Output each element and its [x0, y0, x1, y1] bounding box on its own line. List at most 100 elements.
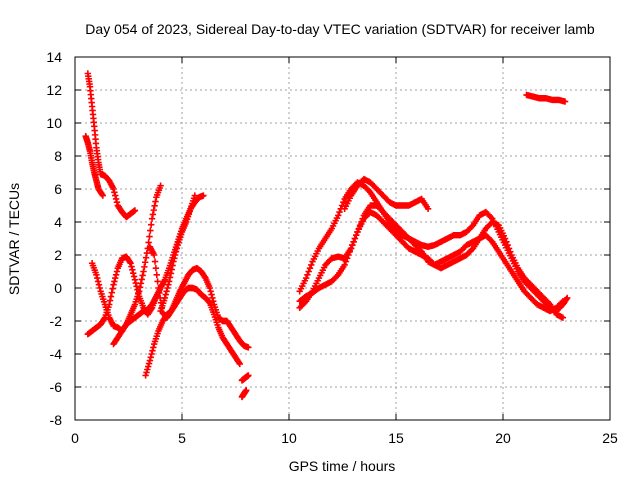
data-point	[345, 251, 352, 259]
data-point	[112, 271, 120, 278]
data-point	[347, 245, 355, 252]
data-point	[487, 214, 495, 221]
data-point	[131, 276, 139, 283]
data-point	[559, 314, 567, 321]
data-point	[141, 263, 148, 271]
data-point	[139, 272, 146, 279]
data-point	[111, 278, 118, 285]
data-point	[130, 273, 138, 280]
data-point	[110, 185, 117, 193]
data-point	[359, 215, 366, 222]
series-s14	[341, 175, 432, 212]
data-point	[112, 274, 119, 282]
data-point	[98, 191, 106, 198]
data-point	[106, 297, 114, 304]
data-point	[157, 182, 164, 189]
data-point	[100, 315, 108, 323]
y-tick-label: 4	[54, 214, 62, 230]
data-point	[110, 281, 117, 288]
data-point	[96, 284, 104, 292]
data-point	[487, 237, 495, 244]
data-point	[340, 199, 347, 206]
series-s1	[84, 70, 139, 221]
x-tick-label: 15	[388, 430, 404, 446]
y-tick-label: 12	[46, 82, 62, 98]
data-point	[336, 208, 343, 216]
data-point	[201, 273, 208, 280]
data-point	[335, 212, 342, 219]
data-point	[503, 238, 510, 245]
data-point	[143, 369, 150, 376]
data-point	[191, 192, 199, 199]
chart-title: Day 054 of 2023, Sidereal Day-to-day VTE…	[85, 21, 595, 37]
data-point	[164, 284, 171, 292]
data-point	[107, 293, 115, 300]
data-point	[545, 299, 552, 307]
data-point	[417, 247, 424, 254]
series-s7	[146, 243, 252, 351]
data-point	[150, 251, 158, 259]
data-point	[127, 260, 134, 267]
data-point	[206, 284, 214, 292]
data-point	[156, 289, 163, 297]
y-tick-label: 0	[54, 280, 62, 296]
data-point	[148, 350, 155, 358]
data-point	[165, 281, 172, 288]
y-tick-label: -4	[50, 346, 63, 362]
y-axis-label: SDTVAR / TECUs	[6, 183, 22, 295]
data-point	[147, 227, 154, 234]
data-point	[94, 274, 101, 282]
data-point	[146, 233, 153, 240]
data-point	[346, 248, 353, 255]
data-point	[166, 274, 174, 281]
data-point	[149, 211, 157, 218]
data-point	[155, 284, 162, 292]
data-point	[365, 187, 373, 195]
data-point	[358, 218, 365, 226]
data-point	[243, 387, 250, 394]
data-point	[501, 235, 509, 242]
data-point	[210, 298, 217, 305]
data-point	[151, 202, 158, 210]
series-s10	[238, 387, 250, 401]
data-point	[113, 268, 121, 275]
series-s2	[82, 133, 107, 199]
series-s9	[238, 372, 252, 384]
data-point	[235, 359, 243, 366]
data-point	[209, 294, 216, 302]
data-point	[245, 344, 252, 351]
x-tick-label: 20	[495, 430, 511, 446]
tick-labels: 0 5 10 15 20 25 -8 -6 -4 -2 0 2 4 6 8 10 12 14	[46, 49, 618, 446]
data-point	[341, 261, 348, 269]
data-point	[167, 270, 175, 277]
data-point	[302, 274, 310, 282]
data-point	[133, 283, 140, 290]
y-tick-label: 8	[54, 148, 62, 164]
data-point	[152, 265, 160, 272]
data-point	[245, 372, 252, 379]
data-point	[151, 258, 159, 265]
y-tick-label: 6	[54, 181, 62, 197]
data-point	[136, 288, 143, 295]
data-point	[147, 221, 155, 228]
data-point	[142, 254, 150, 261]
data-point	[468, 223, 475, 230]
data-point	[143, 249, 151, 257]
data-point	[378, 207, 386, 214]
series-s8	[157, 192, 199, 315]
data-point	[173, 245, 181, 252]
data-point	[505, 245, 513, 252]
data-point	[163, 288, 170, 295]
axis-ticks	[74, 56, 611, 421]
data-point	[95, 281, 103, 288]
data-point	[150, 344, 157, 351]
data-point	[131, 207, 139, 214]
data-point	[138, 276, 145, 283]
data-point	[561, 98, 569, 105]
data-point	[153, 271, 160, 278]
y-tick-label: -2	[50, 313, 63, 329]
data-point	[162, 291, 169, 298]
data-point	[147, 354, 154, 361]
data-point	[136, 284, 144, 291]
